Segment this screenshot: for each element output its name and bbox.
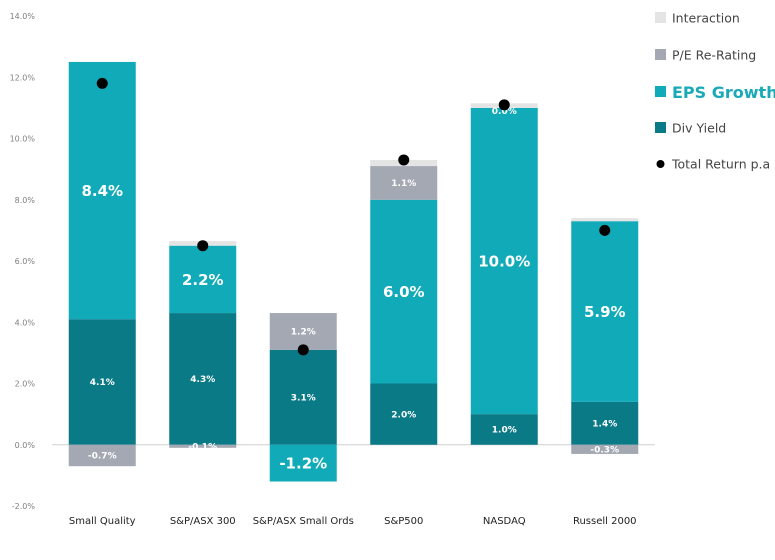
div-yield-bar [169,313,237,445]
pe-rerating-bar [269,313,337,350]
segment-value-label: 1.1% [391,179,416,189]
legend-swatch [655,122,666,133]
y-tick-label: 10.0% [10,135,36,144]
segment-value-label: 2.2% [182,271,224,289]
segment-value-label: 1.4% [592,420,617,430]
y-tick-label: 14.0% [10,12,36,21]
total-return-dot [297,344,309,356]
segment-value-label: 10.0% [478,252,530,270]
segment-value-label: 3.1% [291,394,316,404]
total-return-dot [96,77,108,89]
legend-swatch [655,49,666,60]
total-return-dot [197,240,209,252]
div-yield-bar [269,349,337,445]
y-tick-label: 12.0% [10,73,36,82]
legend-label: Interaction [672,11,740,26]
legend-label: EPS Growth [672,83,775,102]
y-tick-label: -2.0% [12,502,36,511]
bar-area: 4.1% 8.4% -0.7% 4.3% 2.2% -0.1% 3.1% -1.2% 1.2% 2… [68,61,639,482]
eps-growth-bar [370,199,438,384]
legend-label: P/E Re-Rating [672,48,756,63]
legend-swatch [655,86,666,97]
segment-value-label: 2.0% [391,410,416,420]
legend-swatch [655,12,666,23]
pe-rerating-bar [169,444,237,448]
y-tick-label: 0.0% [15,441,36,450]
y-tick-label: 8.0% [15,196,36,205]
y-tick-label: 6.0% [15,257,36,266]
pe-rerating-bar [370,166,438,200]
div-yield-bar [68,319,136,445]
segment-value-label: -1.2% [279,455,327,473]
legend-label: Div Yield [672,121,726,136]
div-yield-bar [571,401,639,445]
eps-growth-bar [269,444,337,482]
legend-label: Total Return p.a [671,157,770,172]
segment-value-label: -0.1% [188,443,217,453]
segment-value-label: 5.9% [584,303,626,321]
x-category-label: NASDAQ [483,516,526,527]
segment-value-label: -0.3% [590,446,619,456]
segment-value-label: 4.1% [90,378,115,388]
y-axis: -2.0% 0.0% 2.0% 4.0% 6.0% 8.0% 10.0% 12.0% 14.0% [10,12,655,511]
legend-dot [656,160,665,168]
x-category-label: Small Quality [69,516,136,527]
segment-value-label: 4.3% [190,375,215,385]
y-tick-label: 2.0% [15,380,36,389]
x-category-label: Russell 2000 [573,516,637,527]
y-tick-label: 4.0% [15,318,36,327]
segment-value-label: 6.0% [383,283,425,301]
x-category-label: S&P500 [384,516,423,527]
div-yield-bar [470,414,538,445]
segment-value-label: 8.4% [81,182,123,200]
div-yield-bar [370,383,438,445]
segment-value-label: -0.7% [88,452,117,462]
eps-growth-bar [470,107,538,415]
eps-growth-bar [571,221,639,402]
total-return-dot [599,224,611,236]
segment-value-label: 1.0% [492,426,517,436]
segment-value-label: 0.0% [492,107,517,117]
eps-growth-bar [68,61,136,320]
total-return-dot [398,154,410,166]
x-category-label: S&P/ASX Small Ords [253,516,354,527]
legend: Interaction P/E Re-Rating EPS Growth Div Yi… [655,11,775,172]
total-return-dot [498,99,510,111]
pe-rerating-bar [571,444,639,454]
segment-value-label: 1.2% [291,328,316,338]
x-axis-categories: Small Quality S&P/ASX 300 S&P/ASX Small Or… [69,516,637,527]
pe-rerating-bar [68,444,136,467]
interaction-bar [571,218,639,222]
eps-growth-bar [169,245,237,314]
x-category-label: S&P/ASX 300 [170,516,236,527]
